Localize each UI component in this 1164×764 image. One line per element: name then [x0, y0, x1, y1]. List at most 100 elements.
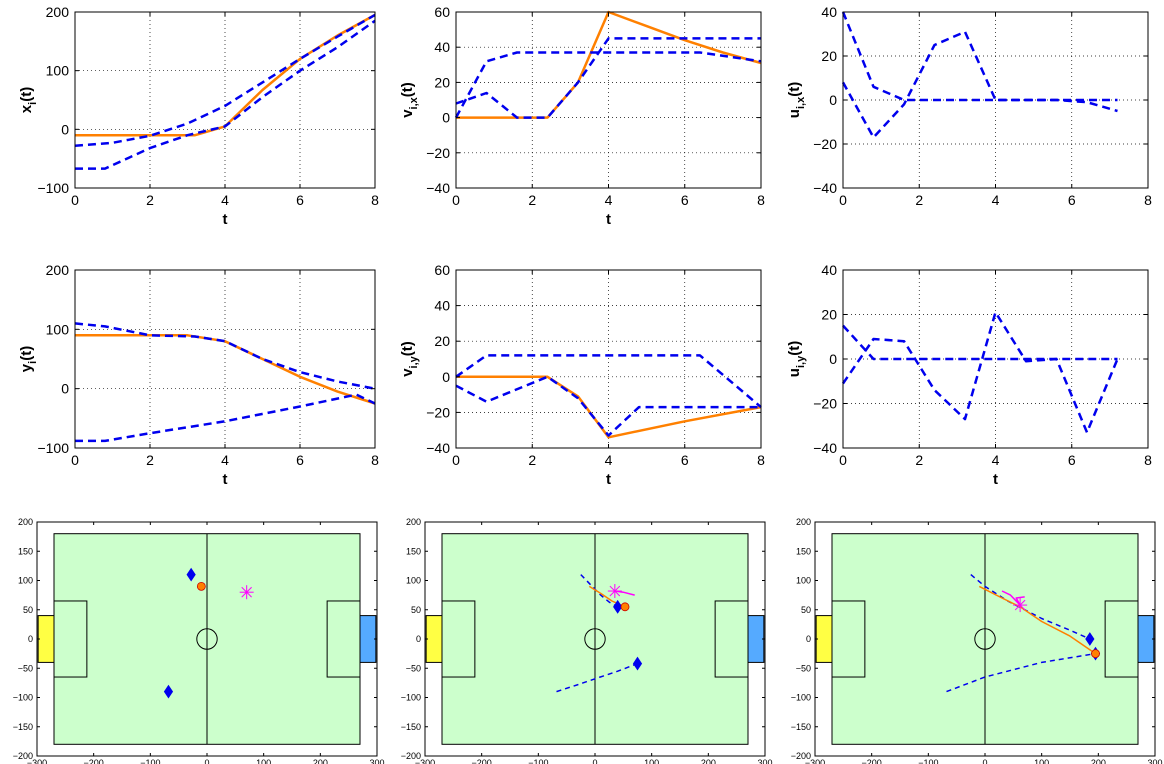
- y-axis-label: ui,x(t): [786, 82, 807, 118]
- x-tick-label: 2: [915, 192, 923, 208]
- y-tick-label: −20: [813, 396, 837, 412]
- series-orange-3: [978, 585, 1096, 655]
- y-axis-label-sub: i,y: [408, 355, 420, 368]
- y-tick-label: 0: [416, 634, 421, 644]
- x-tick-label: 300: [1147, 758, 1162, 764]
- x-tick-label: 6: [681, 452, 689, 468]
- y-tick-label: 40: [434, 298, 450, 314]
- right-goal: [359, 615, 377, 663]
- y-tick-label: −200: [791, 751, 811, 761]
- y-axis-label-main: v: [399, 368, 416, 377]
- player-marker-1: [1085, 632, 1095, 646]
- y-tick-label: −200: [401, 751, 421, 761]
- center-circle: [584, 628, 606, 650]
- y-tick-label: 100: [18, 576, 33, 586]
- y-tick-label: 200: [796, 517, 811, 527]
- y-tick-label: −100: [37, 180, 69, 196]
- x-tick-label: 200: [1091, 758, 1106, 764]
- x-tick-label: 100: [256, 758, 271, 764]
- left-goal: [37, 615, 55, 663]
- y-axis-label: vi,y(t): [399, 341, 420, 377]
- x-tick-label: 0: [452, 192, 460, 208]
- series-blue-3: [75, 393, 376, 443]
- y-tick-label: −100: [401, 693, 421, 703]
- subplot-3: 0 2 4 6 8 −40 −20 0 20 40 ui,x(t): [786, 4, 1152, 208]
- x-tick-label: 6: [681, 192, 689, 208]
- x-tick-label: −200: [862, 758, 882, 764]
- x-tick-label: −300: [27, 758, 47, 764]
- x-tick-label: 0: [592, 758, 597, 764]
- ball-marker: [196, 581, 206, 591]
- x-tick-label: 8: [1144, 452, 1152, 468]
- y-tick-label: 100: [46, 321, 70, 337]
- x-tick-label: −100: [528, 758, 548, 764]
- x-tick-label: 2: [528, 452, 536, 468]
- x-tick-label: 6: [1068, 452, 1076, 468]
- y-axis-label-suffix: (t): [18, 346, 35, 361]
- series-blue-2: [74, 322, 376, 390]
- y-axis-label-main: v: [399, 109, 416, 118]
- x-axis-label: t: [223, 471, 228, 488]
- y-axis-label-main: u: [786, 368, 803, 377]
- x-tick-label: 4: [221, 192, 229, 208]
- y-tick-label: −50: [796, 663, 811, 673]
- series-blue-3: [455, 37, 761, 119]
- y-tick-label: 0: [61, 381, 69, 397]
- y-tick-label: 150: [406, 546, 421, 556]
- y-axis-label-sub: i: [27, 361, 39, 364]
- right-goal: [1137, 615, 1155, 663]
- subplot-8: −300 −200 −100 0 100 200 300−200−150−100−50050…: [401, 517, 773, 764]
- y-tick-label: 20: [434, 74, 450, 90]
- y-tick-label: 0: [442, 110, 450, 126]
- center-circle: [974, 628, 996, 650]
- ball-marker: [620, 602, 630, 612]
- y-tick-label: 0: [806, 634, 811, 644]
- player-marker-1: [613, 599, 623, 614]
- y-tick-label: 0: [829, 92, 837, 108]
- y-axis-label-suffix: (t): [786, 82, 803, 97]
- x-tick-label: 8: [371, 452, 379, 468]
- x-tick-label: 4: [992, 192, 1000, 208]
- series-blue-2: [841, 30, 1118, 139]
- y-tick-label: 200: [18, 517, 33, 527]
- right-goal: [747, 615, 765, 663]
- y-tick-label: 40: [821, 262, 837, 278]
- y-axis-label-suffix: (t): [399, 82, 416, 97]
- x-tick-label: 100: [644, 758, 659, 764]
- subplot-5: 0 2 4 6 8 −40 −20 0 20 40 60 t vi,y(t): [399, 262, 765, 488]
- x-tick-label: 0: [839, 452, 847, 468]
- x-tick-label: 8: [757, 452, 765, 468]
- y-tick-label: −150: [401, 722, 421, 732]
- series-blue-3: [75, 19, 376, 170]
- x-tick-label: 6: [296, 452, 304, 468]
- x-tick-label: 100: [1034, 758, 1049, 764]
- player-marker-2: [632, 656, 643, 671]
- center-circle: [196, 628, 218, 650]
- y-axis-label-main: u: [786, 109, 803, 118]
- y-axis-label-main: y: [18, 363, 35, 372]
- y-tick-label: 0: [28, 634, 33, 644]
- x-tick-label: 0: [204, 758, 209, 764]
- x-tick-label: 8: [757, 192, 765, 208]
- y-tick-label: −20: [426, 145, 450, 161]
- y-tick-label: 150: [796, 546, 811, 556]
- x-axis-label: t: [606, 471, 611, 488]
- y-tick-label: 50: [23, 605, 33, 615]
- x-tick-label: 300: [369, 758, 384, 764]
- x-axis-label: t: [223, 211, 228, 228]
- x-tick-label: 4: [221, 452, 229, 468]
- y-tick-label: 200: [406, 517, 421, 527]
- x-tick-label: 4: [605, 452, 613, 468]
- left-goal: [425, 615, 443, 663]
- y-tick-label: 40: [434, 39, 450, 55]
- target-star-stroke: [241, 586, 252, 598]
- y-axis-label-suffix: (t): [399, 341, 416, 356]
- y-tick-label: 50: [411, 605, 421, 615]
- target-star-stroke: [609, 585, 621, 597]
- y-tick-label: 20: [821, 48, 837, 64]
- y-tick-label: −40: [426, 440, 450, 456]
- series-blue-2: [556, 662, 638, 693]
